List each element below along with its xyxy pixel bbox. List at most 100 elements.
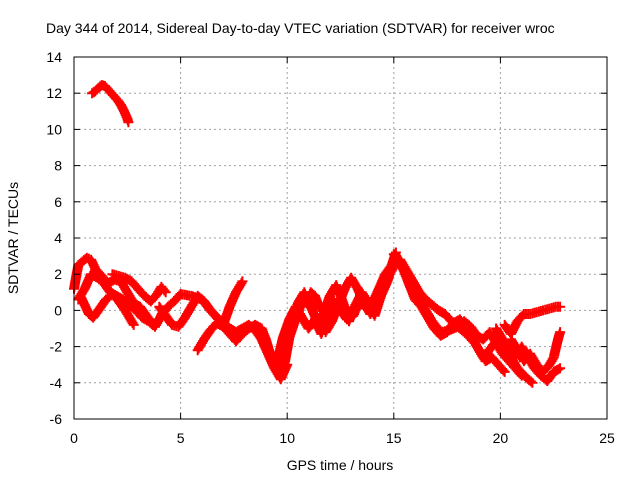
data-point bbox=[253, 323, 257, 327]
data-point bbox=[315, 319, 319, 323]
data-point bbox=[302, 290, 306, 294]
data-point bbox=[558, 366, 562, 370]
data-point bbox=[373, 314, 377, 318]
y-tick-label: 4 bbox=[54, 230, 62, 246]
data-point bbox=[530, 381, 534, 385]
series-track-c bbox=[75, 289, 139, 330]
data-point bbox=[221, 325, 225, 329]
data-point bbox=[309, 290, 313, 294]
data-point bbox=[122, 109, 126, 113]
x-tick-label: 5 bbox=[177, 430, 185, 446]
data-point bbox=[473, 341, 477, 345]
data-point bbox=[116, 98, 120, 102]
data-point bbox=[362, 301, 366, 305]
data-point bbox=[164, 290, 168, 294]
data-point bbox=[490, 355, 494, 359]
grid-lines bbox=[74, 57, 607, 419]
data-point bbox=[90, 91, 94, 95]
data-point bbox=[170, 323, 174, 327]
data-point bbox=[328, 294, 332, 298]
data-point bbox=[319, 332, 323, 336]
series-track-k bbox=[320, 262, 399, 338]
data-point bbox=[392, 252, 396, 256]
data-point bbox=[155, 292, 159, 296]
data-point bbox=[83, 303, 87, 307]
data-point bbox=[127, 303, 131, 307]
data-point bbox=[481, 355, 485, 359]
data-point bbox=[313, 294, 317, 298]
data-point bbox=[228, 332, 232, 336]
data-point bbox=[443, 312, 447, 316]
data-point bbox=[125, 117, 129, 121]
data-point bbox=[117, 274, 121, 278]
data-point bbox=[266, 348, 270, 352]
data-point bbox=[430, 319, 434, 323]
data-point bbox=[501, 352, 505, 356]
data-point bbox=[81, 260, 85, 264]
data-point bbox=[89, 258, 93, 262]
data-point bbox=[93, 267, 97, 271]
data-point bbox=[449, 319, 453, 323]
y-tick-label: -6 bbox=[50, 411, 63, 427]
data-point bbox=[234, 290, 238, 294]
data-point bbox=[289, 327, 293, 330]
data-point bbox=[247, 327, 251, 330]
data-point bbox=[138, 305, 142, 309]
data-point bbox=[300, 316, 304, 320]
series-markers bbox=[87, 80, 134, 128]
data-point bbox=[283, 359, 287, 363]
data-point bbox=[153, 325, 157, 329]
data-point bbox=[437, 308, 441, 312]
series-track-o bbox=[499, 301, 566, 339]
series-track-d bbox=[107, 269, 171, 307]
data-point bbox=[535, 310, 539, 314]
data-point bbox=[515, 366, 519, 370]
data-point bbox=[172, 299, 176, 303]
data-point bbox=[234, 339, 238, 343]
data-point bbox=[349, 276, 353, 280]
data-point bbox=[130, 279, 134, 283]
data-point bbox=[375, 299, 379, 303]
data-point bbox=[91, 316, 95, 320]
data-point bbox=[100, 83, 104, 87]
data-point bbox=[87, 312, 91, 316]
data-point bbox=[368, 312, 372, 316]
y-axis-label: SDTVAR / TECUs bbox=[5, 182, 21, 294]
data-point bbox=[381, 285, 385, 289]
data-point bbox=[110, 272, 114, 276]
data-point bbox=[126, 120, 130, 124]
data-point bbox=[202, 337, 206, 341]
data-point bbox=[109, 91, 113, 95]
data-point bbox=[189, 305, 193, 309]
data-point bbox=[513, 355, 517, 359]
data-point bbox=[113, 95, 117, 99]
data-point bbox=[356, 287, 360, 291]
data-point bbox=[464, 332, 468, 336]
data-point bbox=[324, 330, 328, 334]
data-point bbox=[215, 321, 219, 325]
data-point bbox=[157, 305, 161, 309]
data-point bbox=[103, 84, 107, 88]
data-point bbox=[539, 374, 543, 378]
y-tick-label: 6 bbox=[54, 194, 62, 210]
data-point bbox=[106, 88, 110, 92]
data-point bbox=[119, 103, 123, 107]
data-point bbox=[554, 305, 558, 309]
data-point bbox=[481, 337, 485, 341]
data-point bbox=[398, 258, 402, 262]
data-point bbox=[552, 370, 556, 374]
data-point bbox=[78, 294, 82, 298]
data-point bbox=[149, 299, 153, 303]
data-point bbox=[281, 336, 285, 340]
data-point bbox=[123, 276, 127, 280]
data-point bbox=[309, 305, 313, 309]
data-point bbox=[283, 352, 287, 356]
data-point bbox=[104, 298, 108, 302]
data-point bbox=[196, 348, 200, 352]
data-point bbox=[83, 287, 87, 291]
data-point bbox=[430, 303, 434, 307]
data-point bbox=[321, 312, 325, 316]
y-tick-label: -4 bbox=[50, 375, 63, 391]
data-point bbox=[392, 265, 396, 269]
data-point bbox=[330, 319, 334, 323]
